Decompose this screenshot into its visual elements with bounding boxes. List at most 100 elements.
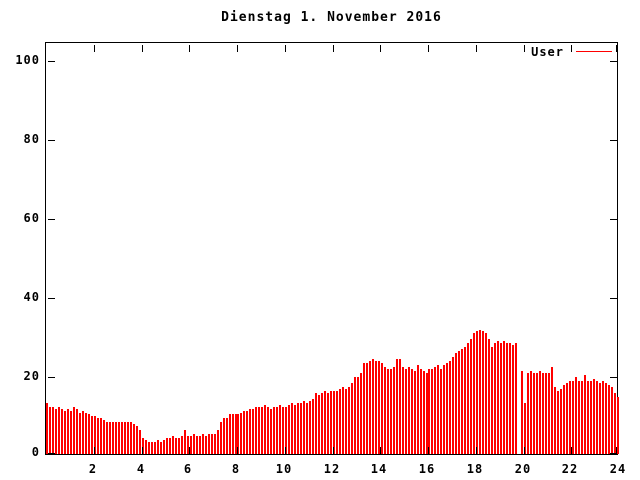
axis-tick xyxy=(380,45,381,52)
user-bar xyxy=(470,339,472,454)
user-bar xyxy=(100,418,102,454)
axis-tick xyxy=(380,447,381,454)
axis-tick xyxy=(476,447,477,454)
axis-tick xyxy=(285,45,286,52)
user-bar xyxy=(461,349,463,454)
user-bar xyxy=(163,440,165,454)
user-bar xyxy=(366,363,368,454)
user-bar xyxy=(449,361,451,454)
user-bar xyxy=(273,407,275,454)
user-bar xyxy=(309,401,311,454)
user-bar xyxy=(417,365,419,454)
user-bar xyxy=(327,393,329,454)
user-bar xyxy=(506,343,508,454)
legend-label-user: User xyxy=(531,44,564,59)
user-bar xyxy=(300,403,302,454)
user-bar xyxy=(264,405,266,454)
user-bar xyxy=(464,347,466,454)
user-bar xyxy=(112,422,114,454)
user-bar xyxy=(339,389,341,454)
user-bar xyxy=(235,414,237,454)
user-bar xyxy=(136,426,138,454)
user-bar xyxy=(393,367,395,454)
x-axis-tick-label: 14 xyxy=(370,462,388,476)
user-bar xyxy=(485,333,487,454)
user-bar xyxy=(285,407,287,454)
user-bar xyxy=(220,422,222,454)
user-bar xyxy=(214,434,216,454)
user-bar xyxy=(414,371,416,454)
user-bar xyxy=(536,373,538,454)
user-bar xyxy=(282,407,284,454)
user-bar xyxy=(232,414,234,454)
user-bar xyxy=(52,407,54,454)
user-bar xyxy=(246,411,248,454)
user-bar xyxy=(434,367,436,454)
user-bar xyxy=(560,389,562,454)
user-bar xyxy=(354,377,356,454)
user-bar xyxy=(94,416,96,454)
user-bar xyxy=(46,403,48,454)
user-bar xyxy=(497,341,499,454)
user-bar xyxy=(548,373,550,454)
user-bar xyxy=(563,385,565,454)
user-bar xyxy=(381,363,383,454)
user-bar xyxy=(521,371,523,454)
user-bar xyxy=(494,343,496,454)
user-bar xyxy=(443,365,445,454)
axis-tick xyxy=(571,45,572,52)
chart-title: Dienstag 1. November 2016 xyxy=(221,10,442,25)
user-bar xyxy=(479,330,481,454)
axis-tick xyxy=(48,140,55,141)
user-bar xyxy=(169,438,171,454)
user-bar xyxy=(229,414,231,454)
user-bar xyxy=(530,371,532,454)
user-bar xyxy=(372,359,374,454)
user-bar xyxy=(193,434,195,454)
y-axis-tick-label: 100 xyxy=(15,53,40,67)
user-bar xyxy=(133,424,135,454)
user-bar xyxy=(199,436,201,454)
user-bar xyxy=(255,407,257,454)
user-bar xyxy=(533,373,535,454)
user-bar xyxy=(488,339,490,454)
user-bar xyxy=(599,383,601,454)
user-bar xyxy=(318,395,320,454)
user-bar xyxy=(557,391,559,454)
axis-tick xyxy=(48,219,55,220)
user-bar xyxy=(569,381,571,454)
user-bar xyxy=(551,367,553,454)
axis-tick xyxy=(142,45,143,52)
user-bar xyxy=(252,409,254,454)
axis-tick xyxy=(237,45,238,52)
user-bar xyxy=(596,381,598,454)
user-bar xyxy=(554,387,556,454)
user-bar xyxy=(267,407,269,454)
axis-tick xyxy=(48,377,55,378)
user-bar xyxy=(515,343,517,454)
user-bar xyxy=(97,418,99,454)
user-bar xyxy=(324,391,326,454)
user-bar xyxy=(70,411,72,454)
user-bar xyxy=(396,359,398,454)
user-bar xyxy=(455,353,457,454)
user-bar xyxy=(357,377,359,454)
user-bar xyxy=(106,422,108,454)
axis-tick xyxy=(616,447,617,454)
axis-tick xyxy=(610,377,617,378)
user-bar xyxy=(306,403,308,454)
user-bar xyxy=(145,440,147,454)
user-bar xyxy=(142,438,144,454)
user-bar xyxy=(420,369,422,454)
user-bar xyxy=(333,391,335,454)
user-bar xyxy=(64,411,66,454)
user-bar xyxy=(575,377,577,454)
user-bar xyxy=(542,373,544,454)
user-bar xyxy=(387,369,389,454)
axis-tick xyxy=(524,45,525,52)
legend-line-sample xyxy=(576,51,612,52)
user-bar xyxy=(67,409,69,454)
user-bar xyxy=(73,407,75,454)
user-bar xyxy=(124,422,126,454)
